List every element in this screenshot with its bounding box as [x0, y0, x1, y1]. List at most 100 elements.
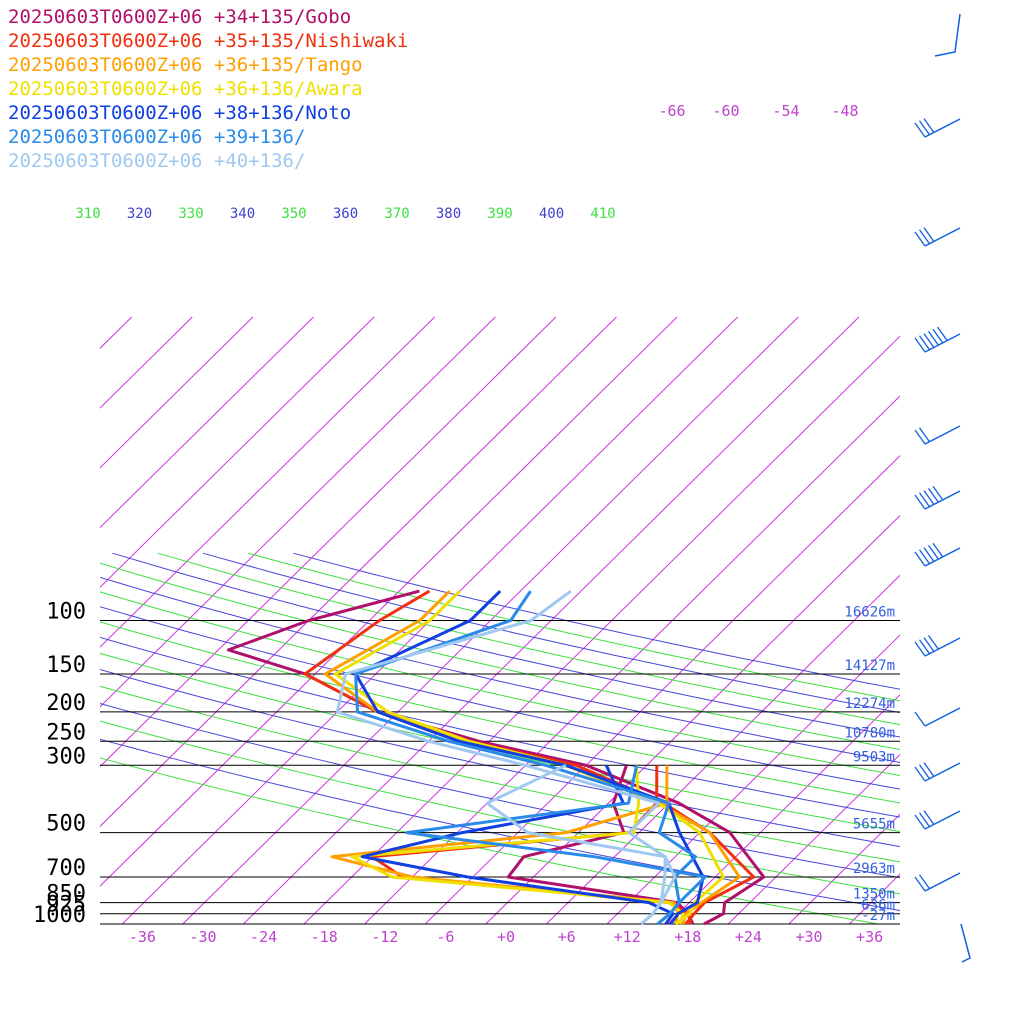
- dry-adiabat-line: [100, 621, 900, 804]
- isotherm-line: [100, 316, 314, 529]
- wind-barb-staff: [960, 923, 971, 963]
- wind-barb-flag: [918, 492, 931, 508]
- pressure-label: 150: [46, 653, 86, 678]
- dry-adiabat-line: [100, 576, 900, 763]
- upper-temperature-label: -60: [712, 102, 739, 120]
- theta-label: 360: [333, 206, 358, 222]
- dry-adiabat-line: [100, 606, 900, 790]
- legend: 20250603T0600Z+06 +34+135/Gobo20250603T0…: [8, 6, 408, 172]
- wind-barb-staff: [924, 118, 961, 138]
- temperature-tick-labels: -36 -30 -24 -18 -12 -6 +0 +6 +12 +18 +24 +30 +36 -66 -…: [129, 102, 883, 946]
- sounding-series: [354, 590, 707, 926]
- wind-barb: [914, 635, 961, 657]
- theta-label: 320: [127, 206, 152, 222]
- isotherm-line: [788, 813, 900, 924]
- height-label: 16626m: [844, 605, 895, 621]
- height-label: 9503m: [853, 749, 895, 765]
- wind-barb-flag: [936, 326, 949, 342]
- legend-entry: 20250603T0600Z+06 +35+135/Nishiwaki: [8, 30, 408, 52]
- height-labels: 16626m 14127m 12274m 10780m 9503m 5655m 2963m 1…: [844, 605, 895, 925]
- isotherm-line: [100, 316, 254, 469]
- height-label: 2963m: [853, 861, 895, 877]
- pressure-label: 1000: [33, 903, 86, 928]
- isotherm-line: [0, 317, 10, 924]
- dry-adiabat-line: [100, 636, 900, 818]
- wind-barb-flag: [927, 545, 940, 560]
- upper-temperature-label: -54: [772, 102, 799, 120]
- temperature-tick-label: -30: [189, 928, 216, 946]
- wind-barb-flag: [932, 542, 944, 558]
- wind-barb-flag: [914, 337, 926, 353]
- pressure-label: 300: [46, 744, 86, 769]
- wind-barb-flag: [918, 639, 931, 655]
- height-label: 10780m: [844, 725, 895, 741]
- height-label: -27m: [861, 908, 895, 924]
- wind-barb: [914, 118, 961, 138]
- wind-barb-flag: [923, 333, 935, 348]
- wind-barb-flag: [918, 229, 931, 245]
- legend-entry: 20250603T0600Z+06 +38+136/Noto: [8, 102, 351, 124]
- sounding-profiles: [226, 589, 766, 926]
- wind-barb-staff: [924, 872, 961, 892]
- theta-label: 380: [436, 206, 461, 222]
- temperature-tick-label: +0: [497, 928, 515, 946]
- temperature-tick-label: -18: [311, 928, 338, 946]
- wind-barb-flag: [914, 641, 926, 657]
- height-label: 636m: [861, 898, 895, 914]
- dry-adiabat-line: [100, 562, 900, 751]
- legend-entry: 20250603T0600Z+06 +39+136/: [8, 126, 305, 148]
- upper-temperature-label: -66: [658, 102, 685, 120]
- wind-barb: [914, 810, 961, 830]
- wind-barb-staff: [924, 707, 961, 727]
- pressure-label: 850: [46, 882, 86, 907]
- wind-barb: [914, 485, 961, 510]
- wind-barb-flag: [914, 494, 926, 510]
- isotherm-line: [606, 634, 900, 924]
- wind-barb-flag: [923, 118, 935, 133]
- isotherm-line: [727, 753, 900, 924]
- isobars: [100, 620, 900, 925]
- theta-label: 390: [487, 206, 512, 222]
- theta-label: 370: [384, 206, 409, 222]
- wind-barb-flag: [923, 810, 935, 825]
- legend-entry: 20250603T0600Z+06 +34+135/Gobo: [8, 6, 351, 28]
- wind-barb: [914, 326, 961, 353]
- wind-barb: [914, 425, 961, 445]
- wind-barb-flag: [914, 122, 926, 138]
- pressure-label: 500: [46, 812, 86, 837]
- pressure-label: 200: [46, 691, 86, 716]
- height-label: 14127m: [844, 658, 895, 674]
- pressure-label: 100: [46, 600, 86, 625]
- wind-barb-flag: [918, 335, 931, 351]
- pressure-label: 250: [46, 720, 86, 745]
- upper-temperature-label: -48: [831, 102, 858, 120]
- temperature-tick-label: -24: [250, 928, 277, 946]
- wind-barb-flag: [914, 551, 926, 567]
- wind-barb-flag: [918, 874, 931, 890]
- legend-entry: 20250603T0600Z+06 +36+135/Tango: [8, 54, 363, 76]
- temperature-tick-label: +18: [674, 928, 701, 946]
- isotherm-line: [100, 316, 375, 589]
- wind-barb-flag: [918, 764, 931, 780]
- theta-label: 350: [281, 206, 306, 222]
- wind-barb: [914, 762, 961, 782]
- temperature-tick-label: -12: [371, 928, 398, 946]
- height-label: 1350m: [853, 887, 895, 903]
- wind-barb-staff: [924, 425, 961, 445]
- wind-barb-flag: [923, 637, 935, 652]
- wind-barb-flag: [923, 490, 935, 505]
- wind-barb-staff: [924, 227, 961, 247]
- dry-adiabat-line: [100, 757, 879, 924]
- wind-barb-flag: [923, 547, 935, 562]
- wind-barb-flag: [927, 635, 940, 650]
- wind-barb-staff: [924, 762, 961, 782]
- pressure-label: 925: [46, 893, 86, 918]
- dry-adiabat-line: [112, 552, 900, 738]
- wind-barb: [914, 707, 961, 727]
- wind-barb: [914, 542, 961, 567]
- theta-label: 410: [590, 206, 615, 222]
- theta-labels: 310 320 330 340 350 360 370 380 390 400 410: [75, 206, 615, 222]
- wind-barb-flag: [914, 814, 926, 830]
